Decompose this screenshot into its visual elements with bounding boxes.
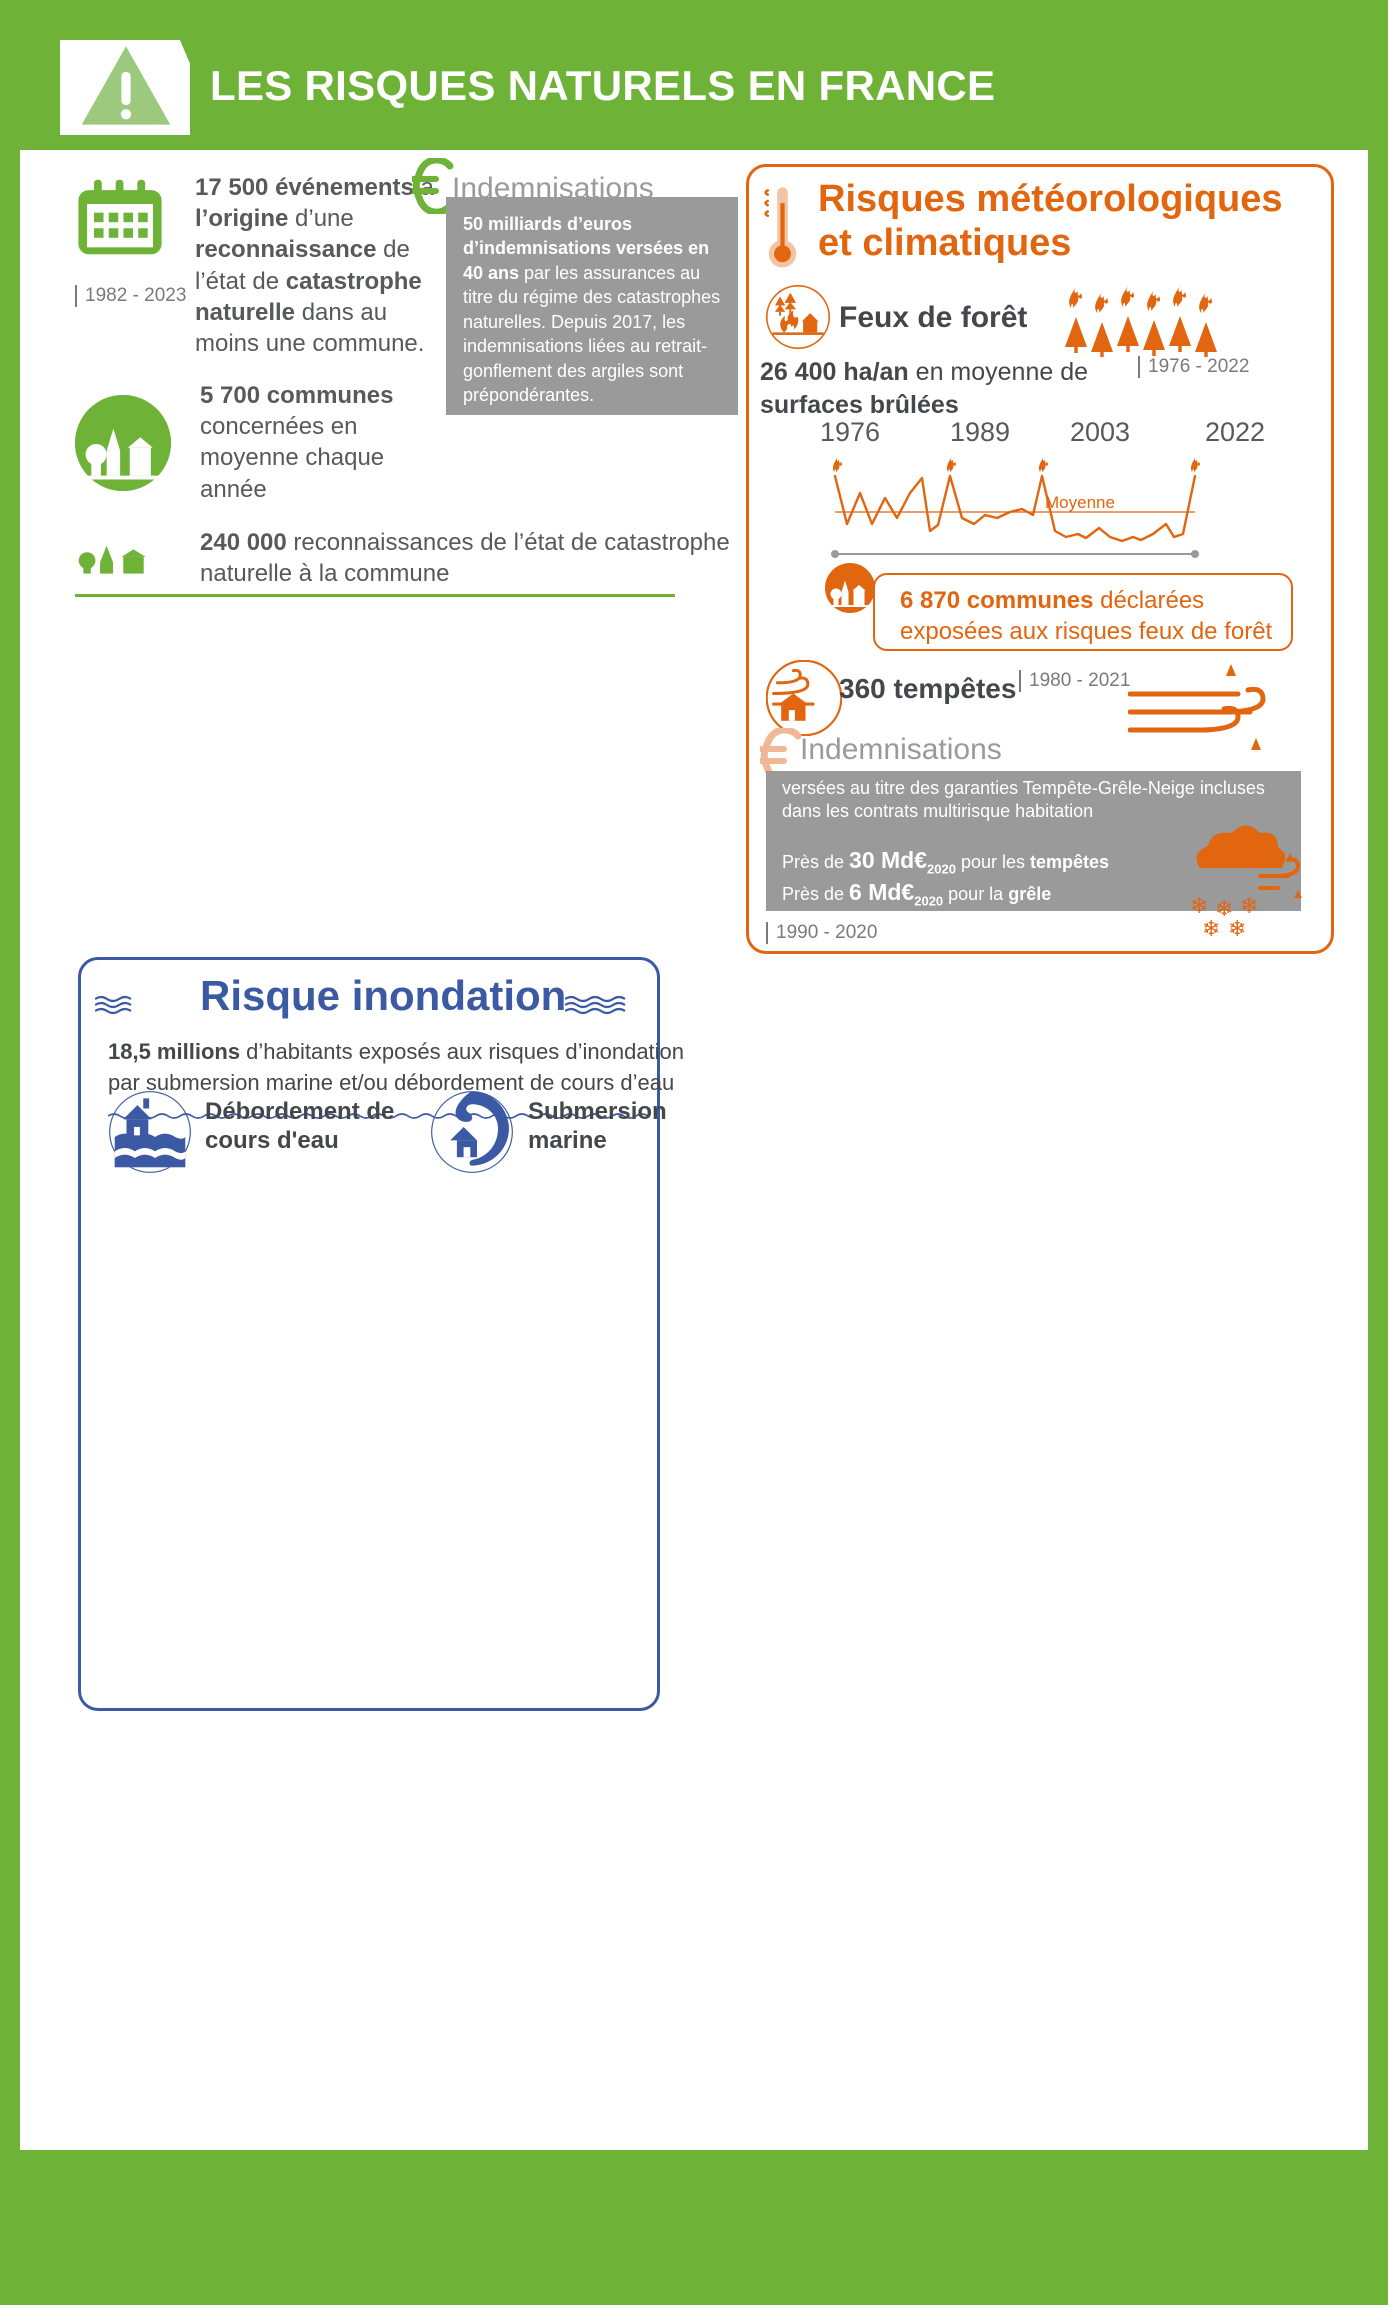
- svg-text:Moyenne: Moyenne: [1045, 493, 1115, 512]
- svg-text:❄: ❄: [1190, 893, 1208, 918]
- svg-text:❄: ❄: [1202, 916, 1220, 938]
- svg-text:❄: ❄: [1228, 916, 1246, 938]
- svg-text:❄: ❄: [1240, 893, 1258, 918]
